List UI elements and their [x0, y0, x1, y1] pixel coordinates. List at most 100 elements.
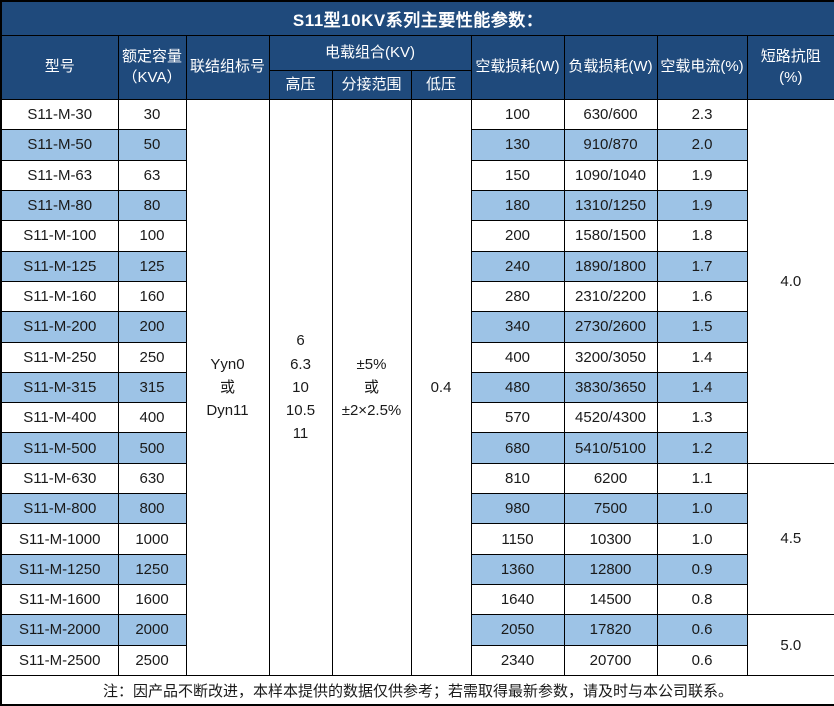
load-loss-cell: 2730/2600 — [563, 311, 658, 343]
column-header-model: 型号 — [0, 35, 119, 100]
tap-range-merged-cell: ±5% 或 ±2×2.5% — [331, 99, 412, 676]
no-load-loss-cell: 100 — [470, 98, 565, 131]
model-cell: S11-M-500 — [0, 432, 119, 464]
capacity-cell: 250 — [117, 341, 187, 373]
column-header-hv: 高压 — [268, 70, 333, 100]
load-loss-cell: 630/600 — [563, 98, 658, 131]
header-row-2: 高压 分接范围 低压 — [1, 70, 834, 100]
no-load-current-cell: 1.3 — [656, 402, 748, 434]
capacity-cell: 1250 — [117, 553, 187, 586]
model-cell: S11-M-1250 — [0, 553, 119, 586]
no-load-current-cell: 1.6 — [656, 280, 748, 313]
capacity-cell: 400 — [117, 402, 187, 434]
load-loss-cell: 2310/2200 — [563, 280, 658, 313]
table-row: S11-M-630 630 810 6200 1.1 4.5 — [0, 462, 834, 616]
model-cell: S11-M-100 — [0, 220, 119, 252]
table-row: S11-M-30 30 Yyn0 或 Dyn11 6 6.3 10 10.5 11 ±5… — [0, 98, 834, 676]
no-load-loss-cell: 150 — [470, 159, 565, 191]
load-loss-cell: 12800 — [563, 553, 658, 586]
no-load-current-cell: 1.5 — [656, 311, 748, 343]
no-load-current-cell: 1.8 — [656, 220, 748, 252]
capacity-cell: 315 — [117, 371, 187, 404]
table-row: S11-M-1250 1250 1360 12800 0.9 — [0, 553, 834, 586]
capacity-cell: 200 — [117, 311, 187, 343]
table-row: S11-M-315 315 480 3830/3650 1.4 — [0, 371, 834, 404]
no-load-current-cell: 0.6 — [656, 614, 748, 646]
capacity-cell: 1600 — [117, 583, 187, 616]
column-header-no-load-current: 空载电流(%) — [656, 35, 748, 100]
capacity-cell: 50 — [117, 129, 187, 161]
load-loss-cell: 17820 — [563, 614, 658, 646]
load-loss-cell: 20700 — [563, 644, 658, 677]
no-load-loss-cell: 2050 — [470, 614, 565, 646]
table-row: S11-M-50 50 130 910/870 2.0 — [0, 129, 834, 161]
title-bar: S11型10KV系列主要性能参数： — [0, 0, 834, 36]
model-cell: S11-M-2000 — [0, 614, 119, 646]
load-loss-cell: 1310/1250 — [563, 189, 658, 222]
column-header-tap-range: 分接范围 — [331, 70, 412, 100]
column-header-load-loss: 负载损耗(W) — [563, 35, 658, 100]
table-row: S11-M-1600 1600 1640 14500 0.8 — [0, 583, 834, 616]
table-row: S11-M-160 160 280 2310/2200 1.6 — [0, 280, 834, 313]
lv-merged-cell: 0.4 — [410, 99, 472, 676]
column-header-capacity: 额定容量 （KVA） — [117, 35, 187, 100]
model-cell: S11-M-200 — [0, 311, 119, 343]
model-cell: S11-M-630 — [0, 462, 119, 495]
capacity-cell: 2000 — [117, 614, 187, 646]
model-cell: S11-M-63 — [0, 159, 119, 191]
load-loss-cell: 3830/3650 — [563, 371, 658, 404]
connection-merged-cell: Yyn0 或 Dyn11 — [185, 99, 270, 676]
capacity-cell: 800 — [117, 493, 187, 525]
model-cell: S11-M-160 — [0, 280, 119, 313]
footer-note: 注：因产品不断改进，本样本提供的数据仅供参考；若需取得最新参数，请及时与本公司联… — [0, 675, 834, 706]
no-load-current-cell: 1.7 — [656, 250, 748, 282]
capacity-cell: 30 — [117, 98, 187, 131]
no-load-loss-cell: 180 — [470, 189, 565, 222]
capacity-cell: 125 — [117, 250, 187, 282]
no-load-loss-cell: 570 — [470, 402, 565, 434]
capacity-cell: 1000 — [117, 523, 187, 555]
header-row-1: 型号 额定容量 （KVA） 联结组标号 电载组合(KV) 空载损耗(W) 负载损… — [0, 35, 834, 100]
table-row: S11-M-400 400 570 4520/4300 1.3 — [0, 402, 834, 434]
no-load-current-cell: 1.4 — [656, 341, 748, 373]
no-load-current-cell: 1.9 — [656, 159, 748, 191]
no-load-loss-cell: 240 — [470, 250, 565, 282]
table-row: S11-M-800 800 980 7500 1.0 — [0, 493, 834, 525]
load-loss-cell: 4520/4300 — [563, 402, 658, 434]
model-cell: S11-M-80 — [0, 189, 119, 222]
impedance-merged-cell: 4.0 — [746, 99, 834, 464]
capacity-cell: 500 — [117, 432, 187, 464]
capacity-cell: 100 — [117, 220, 187, 252]
footer-row: 注：因产品不断改进，本样本提供的数据仅供参考；若需取得最新参数，请及时与本公司联… — [0, 675, 834, 706]
model-cell: S11-M-125 — [0, 250, 119, 282]
no-load-loss-cell: 130 — [470, 129, 565, 161]
model-cell: S11-M-30 — [0, 98, 119, 131]
column-header-impedance: 短路抗阻(%) — [746, 35, 834, 100]
no-load-loss-cell: 480 — [470, 371, 565, 404]
table-body: S11-M-30 30 Yyn0 或 Dyn11 6 6.3 10 10.5 11 ±5… — [0, 98, 834, 677]
no-load-loss-cell: 810 — [470, 462, 565, 495]
load-loss-cell: 3200/3050 — [563, 341, 658, 373]
model-cell: S11-M-1600 — [0, 583, 119, 616]
model-cell: S11-M-1000 — [0, 523, 119, 555]
capacity-cell: 63 — [117, 159, 187, 191]
no-load-loss-cell: 200 — [470, 220, 565, 252]
model-cell: S11-M-2500 — [0, 644, 119, 677]
column-header-connection: 联结组标号 — [185, 35, 270, 100]
load-loss-cell: 1890/1800 — [563, 250, 658, 282]
no-load-loss-cell: 400 — [470, 341, 565, 373]
table-row: S11-M-80 80 180 1310/1250 1.9 — [0, 189, 834, 222]
no-load-current-cell: 0.8 — [656, 583, 748, 616]
no-load-loss-cell: 1360 — [470, 553, 565, 586]
load-loss-cell: 5410/5100 — [563, 432, 658, 464]
no-load-loss-cell: 1640 — [470, 583, 565, 616]
no-load-loss-cell: 980 — [470, 493, 565, 525]
no-load-loss-cell: 680 — [470, 432, 565, 464]
hv-merged-cell: 6 6.3 10 10.5 11 — [268, 99, 333, 676]
no-load-current-cell: 0.9 — [656, 553, 748, 586]
capacity-cell: 2500 — [117, 644, 187, 677]
no-load-current-cell: 1.4 — [656, 371, 748, 404]
no-load-current-cell: 1.0 — [656, 493, 748, 525]
column-header-no-load-loss: 空载损耗(W) — [470, 35, 565, 100]
no-load-current-cell: 1.2 — [656, 432, 748, 464]
